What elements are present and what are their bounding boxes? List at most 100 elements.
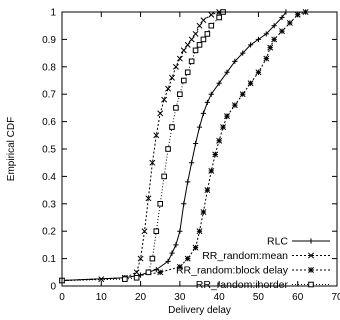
data-point <box>184 41 191 48</box>
data-point <box>192 47 199 54</box>
data-point <box>188 58 195 65</box>
legend-item: RR_random:inorder <box>196 279 330 291</box>
x-tick-label: 70 <box>331 292 340 303</box>
data-point <box>153 228 160 234</box>
series-rr-random-inorder <box>59 9 226 284</box>
series-rlc <box>59 9 289 284</box>
data-point <box>185 179 191 185</box>
legend-marker <box>308 281 314 288</box>
data-point <box>286 20 293 26</box>
data-point <box>180 77 187 84</box>
data-point <box>200 209 207 215</box>
data-point <box>224 69 230 75</box>
data-point <box>157 201 164 207</box>
data-point <box>255 69 262 76</box>
y-tick-label: 0.6 <box>42 117 56 128</box>
data-point <box>263 55 270 62</box>
data-point <box>232 58 238 64</box>
data-point <box>204 31 211 37</box>
legend-item: RR_random:mean <box>202 250 330 262</box>
data-point <box>133 269 140 276</box>
x-axis-label: Delivery delay <box>168 305 231 316</box>
data-point <box>153 132 160 139</box>
data-point <box>204 187 211 194</box>
data-point <box>122 276 128 282</box>
data-point <box>157 110 164 117</box>
data-point <box>133 274 140 281</box>
y-tick-label: 0.2 <box>42 227 56 238</box>
data-point <box>279 28 285 35</box>
data-point <box>176 263 183 270</box>
data-point <box>169 74 175 81</box>
data-point <box>157 269 164 276</box>
data-point <box>184 255 191 262</box>
x-tick-label: 0 <box>59 292 65 303</box>
ticks-layer: 0 10 20 30 40 50 60 70 0 0.1 0.2 0.3 0.4 0.5 0.6 0.7 0.8… <box>42 8 340 304</box>
data-point <box>240 50 246 56</box>
data-point <box>165 258 171 264</box>
data-point <box>145 269 152 276</box>
data-point <box>137 255 144 262</box>
y-tick-label: 0.7 <box>42 90 56 101</box>
data-point <box>196 124 203 130</box>
data-point <box>247 80 254 87</box>
data-point <box>271 23 277 29</box>
data-point <box>165 146 171 152</box>
data-point <box>169 250 175 256</box>
data-point <box>271 36 278 43</box>
legend-item: RLC <box>267 236 330 248</box>
data-point <box>161 173 167 180</box>
y-tick-label: 0.3 <box>42 199 56 210</box>
data-point <box>165 85 172 92</box>
y-tick-label: 0 <box>50 282 56 293</box>
data-point <box>145 195 152 202</box>
data-point <box>173 242 179 248</box>
data-point <box>255 36 262 42</box>
x-tick-label: 20 <box>135 292 147 303</box>
legend-label: RR_random:inorder <box>196 279 289 291</box>
series-line <box>61 11 287 281</box>
y-tick-label: 0.8 <box>42 62 56 73</box>
data-point <box>208 91 214 97</box>
data-point <box>188 36 195 43</box>
x-tick-label: 10 <box>96 292 108 303</box>
data-point <box>196 42 203 48</box>
data-point <box>279 14 285 21</box>
data-point <box>200 110 207 116</box>
data-point <box>200 17 207 24</box>
data-point <box>189 160 195 166</box>
data-point <box>216 14 222 21</box>
x-tick-label: 60 <box>292 292 304 303</box>
data-point <box>204 99 210 106</box>
series-line <box>61 11 220 281</box>
data-point <box>141 228 148 235</box>
y-tick-label: 0.5 <box>42 145 56 156</box>
y-tick-label: 0.1 <box>42 254 56 265</box>
legend-marker <box>308 267 314 273</box>
legend-marker <box>308 252 314 259</box>
data-point <box>177 228 183 234</box>
y-tick-label: 1 <box>50 8 56 19</box>
legend-label: RR_random:block delay <box>176 265 289 277</box>
plot-frame <box>61 11 338 287</box>
data-point <box>149 159 156 166</box>
data-point <box>177 91 183 98</box>
data-point <box>161 96 168 103</box>
data-point <box>208 167 215 174</box>
data-point <box>192 30 199 37</box>
data-point <box>200 36 207 43</box>
data-point <box>208 22 215 29</box>
data-point <box>224 113 230 120</box>
x-tick-label: 40 <box>214 292 226 303</box>
data-point <box>149 255 156 262</box>
data-point <box>184 69 191 76</box>
data-point <box>169 124 175 130</box>
data-point <box>173 105 179 111</box>
legend-item: RR_random:block delay <box>176 265 330 277</box>
data-point <box>216 137 223 144</box>
data-point <box>192 244 199 251</box>
x-tick-label: 30 <box>174 292 186 303</box>
data-point <box>216 80 222 86</box>
data-point <box>180 47 187 54</box>
